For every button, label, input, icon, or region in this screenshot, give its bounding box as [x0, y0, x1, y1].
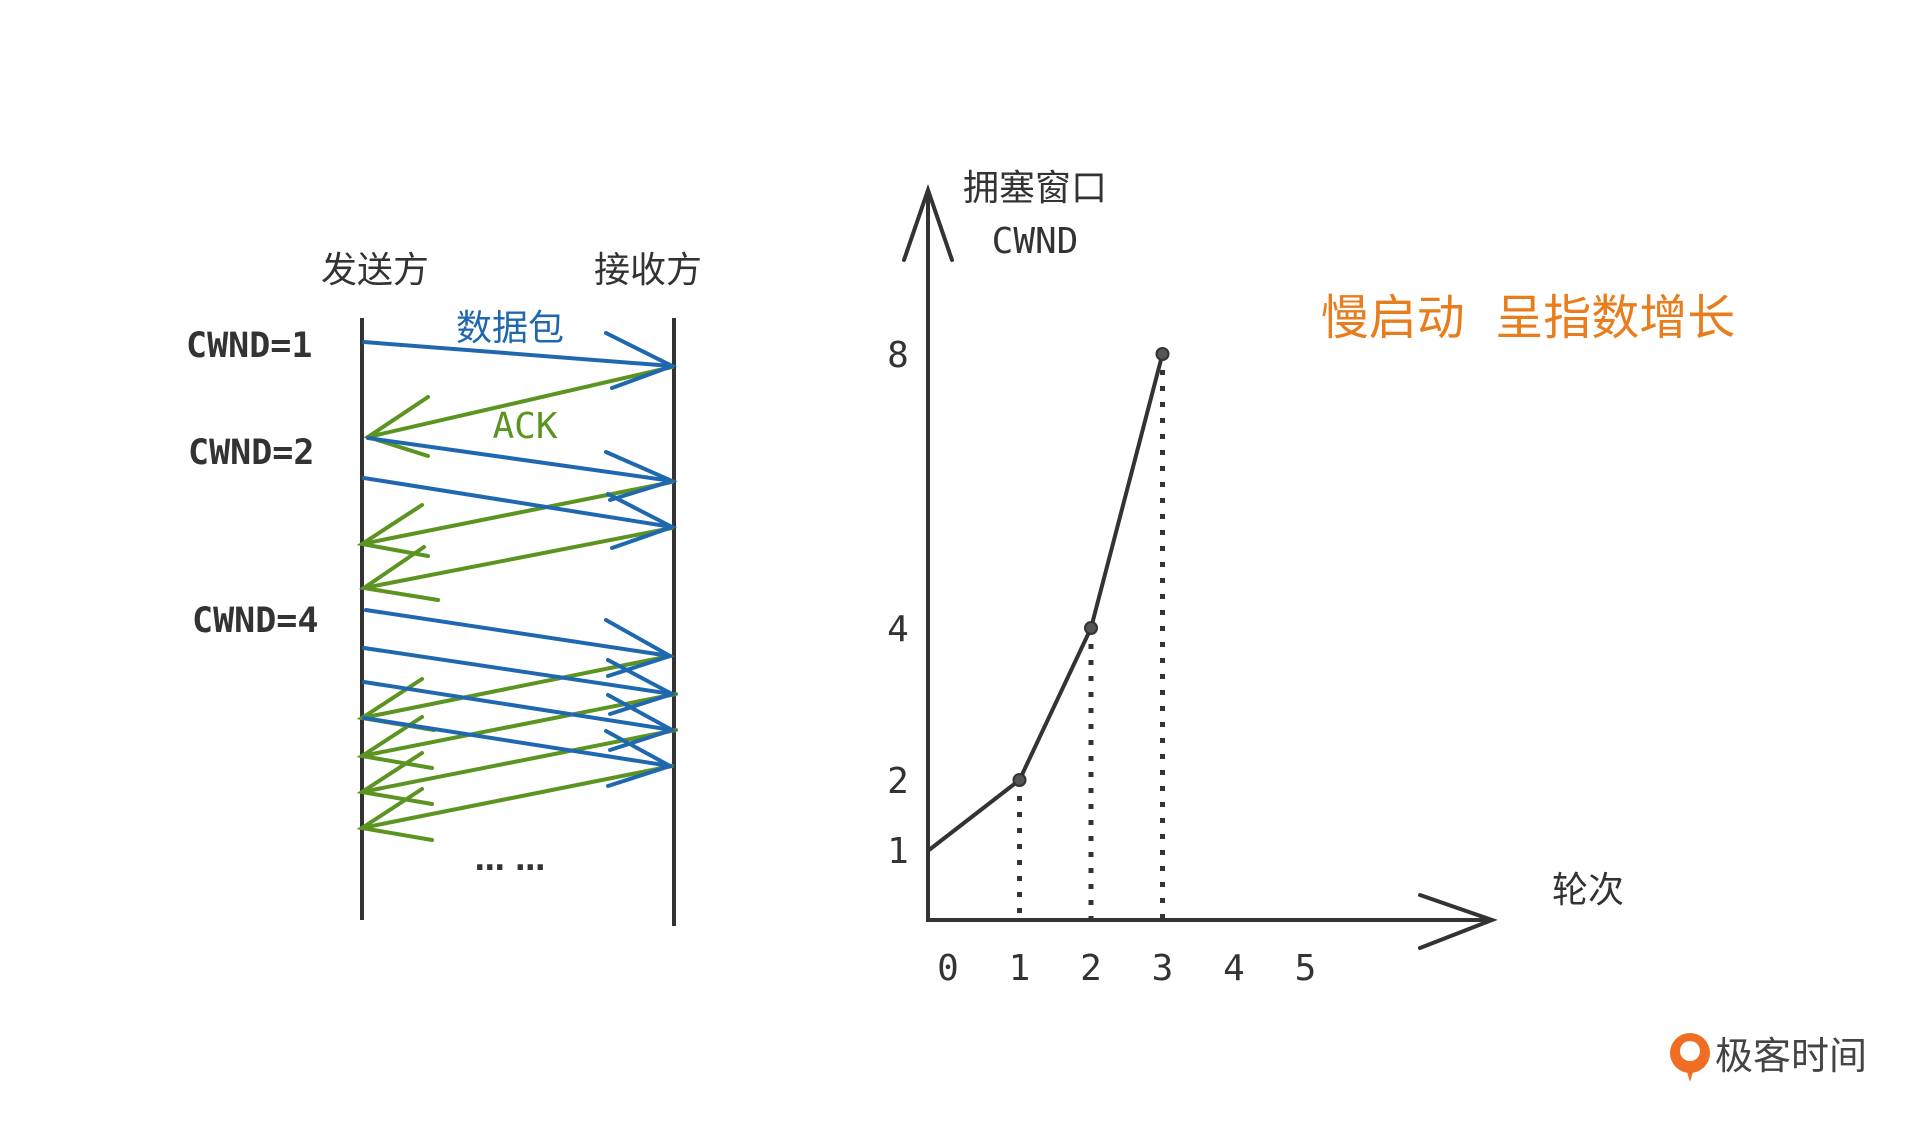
data-points [1012, 347, 1170, 787]
ack-arrow-7-head [356, 787, 434, 842]
x-tick-label-0: 0 [937, 948, 959, 989]
x-tick-label-5: 5 [1295, 948, 1317, 989]
packet-arrow-1 [362, 340, 674, 368]
packet-arrow-3-head [606, 492, 678, 550]
packet-arrow-3 [362, 476, 674, 529]
packet-arrows [362, 331, 678, 788]
y-tick-label-2: 2 [887, 761, 909, 802]
packet-arrow-7 [362, 716, 672, 768]
data-point-x-1 [1012, 773, 1027, 787]
brand-logo: 极客时间 [1670, 1033, 1867, 1082]
y-axis-title-line-1: 拥塞窗口 [963, 168, 1107, 209]
ack-arrow-3-head [358, 545, 440, 602]
cwnd-1-label: CWND=1 [186, 326, 312, 366]
ellipsis-text: … … [475, 843, 545, 878]
y-axis-title-line-2: CWND [992, 221, 1079, 262]
ack-arrow-1 [366, 365, 674, 439]
x-axis-title: 轮次 [1552, 870, 1624, 911]
data-point-x-3 [1155, 347, 1170, 361]
receiver-label: 接收方 [594, 250, 702, 291]
y-tick-labels: 1 2 4 8 [887, 335, 909, 872]
packet-arrow-4 [364, 608, 672, 658]
sender-label: 发送方 [321, 250, 429, 291]
cwnd-series-line [927, 353, 1165, 852]
packet-arrow-5 [362, 646, 674, 696]
brand-mark-inner [1680, 1041, 1700, 1061]
data-point-x-2 [1084, 621, 1098, 635]
ack-arrow-2 [360, 480, 674, 546]
packet-label: 数据包 [456, 308, 564, 349]
y-axis-arrowhead [902, 183, 954, 262]
x-axis-arrowhead [1418, 893, 1498, 950]
packet-arrow-2-head [604, 450, 678, 502]
y-tick-label-8: 8 [887, 335, 909, 376]
packet-arrow-1-head [604, 331, 678, 390]
brand-mark-icon [1670, 1033, 1710, 1082]
y-tick-label-4: 4 [887, 609, 909, 650]
headline-text: 慢启动 呈指数增长 [1321, 290, 1736, 346]
ack-arrow-3 [362, 526, 674, 590]
x-tick-labels: 0 1 2 3 4 5 [937, 948, 1316, 989]
cwnd-2-label: CWND=2 [188, 433, 314, 473]
ack-arrow-7 [360, 764, 674, 830]
x-tick-label-3: 3 [1152, 948, 1174, 989]
cwnd-chart: 拥塞窗口 CWND 慢启动 呈指数增长 轮次 1 2 4 8 0 1 2 3 4 5 [887, 168, 1735, 989]
packet-arrow-6 [362, 680, 674, 732]
x-tick-label-1: 1 [1009, 948, 1031, 989]
packet-arrow-2 [366, 436, 674, 483]
x-tick-label-2: 2 [1080, 948, 1102, 989]
ack-label: ACK [492, 406, 557, 447]
y-tick-label-1: 1 [887, 831, 909, 872]
brand-name: 极客时间 [1715, 1034, 1867, 1078]
sequence-diagram: 发送方 接收方 CWND=1 CWND=2 CWND=4 数据包 ACK [186, 250, 702, 926]
brand-mark-tail [1684, 1062, 1696, 1082]
cwnd-4-label: CWND=4 [192, 601, 318, 641]
packet-arrow-7-head [604, 729, 676, 788]
ack-arrow-2-head [356, 503, 430, 558]
guide-lines [1017, 354, 1165, 920]
x-tick-label-4: 4 [1223, 948, 1245, 989]
